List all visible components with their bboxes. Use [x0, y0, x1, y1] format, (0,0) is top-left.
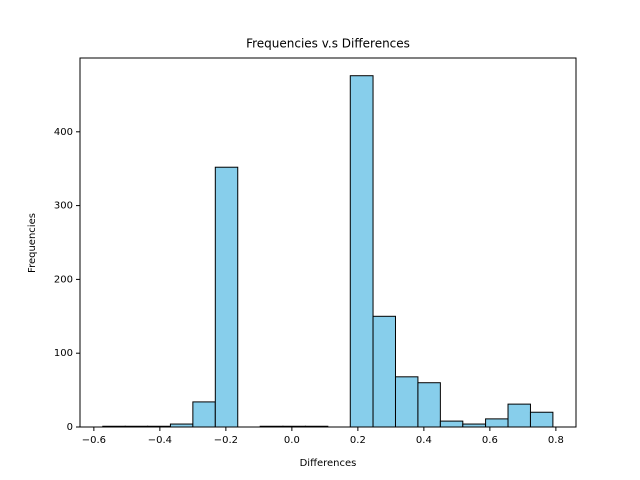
- x-tick-label: 0.8: [548, 435, 564, 446]
- bar: [192, 401, 216, 428]
- x-tick-label: −0.4: [148, 435, 172, 446]
- bar: [485, 418, 509, 428]
- y-tick-label: 200: [54, 274, 73, 285]
- x-tick-label: −0.2: [214, 435, 238, 446]
- bar: [394, 376, 419, 428]
- y-tick-label: 400: [54, 127, 73, 138]
- y-axis-label: Frequencies: [27, 213, 38, 273]
- x-tick-label: −0.6: [82, 435, 106, 446]
- y-tick-label: 100: [54, 348, 73, 359]
- chart-title: Frequencies v.s Differences: [246, 37, 410, 51]
- bar: [507, 403, 531, 428]
- bar: [349, 75, 374, 428]
- x-tick-label: 0.4: [416, 435, 432, 446]
- x-tick-label: 0.0: [284, 435, 300, 446]
- x-tick-label: 0.2: [350, 435, 366, 446]
- bar: [372, 315, 396, 428]
- bar: [439, 420, 464, 428]
- plot-frame: [79, 57, 577, 428]
- y-tick-label: 0: [67, 422, 73, 433]
- y-tick-label: 300: [54, 201, 73, 212]
- bar: [417, 382, 441, 428]
- x-axis-label: Differences: [300, 458, 357, 469]
- bar: [214, 166, 239, 428]
- bar: [529, 411, 554, 428]
- x-tick-label: 0.6: [482, 435, 498, 446]
